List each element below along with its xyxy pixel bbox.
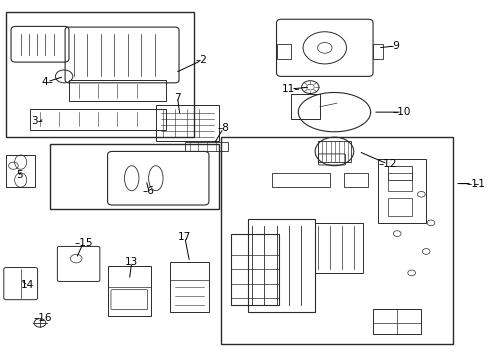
Bar [290,94,319,119]
Text: –9: –9 [388,41,400,51]
Bar [156,105,218,141]
Bar [387,198,411,216]
Bar [276,44,290,59]
Bar [247,219,314,312]
Text: 17: 17 [178,232,191,242]
Bar [372,44,382,59]
Bar [344,173,367,187]
Bar [271,173,329,187]
Bar [317,141,350,162]
Text: 13: 13 [125,257,138,267]
Text: –16: –16 [33,312,52,323]
Text: 14: 14 [21,280,35,291]
Bar [69,80,165,102]
Text: 4–: 4– [41,77,53,87]
Text: 11–: 11– [281,84,300,94]
Text: 3–: 3– [32,116,43,126]
Text: –1: –1 [472,179,484,189]
Text: 7: 7 [174,93,181,103]
Text: –6: –6 [142,186,154,196]
Bar [387,166,411,180]
Text: 5: 5 [17,170,23,180]
Bar [6,12,194,137]
Bar [387,173,411,191]
Bar [377,158,425,223]
Bar [184,143,228,152]
Text: –12: –12 [378,159,396,169]
Text: –15: –15 [74,238,93,248]
Bar [30,109,165,130]
Bar [107,266,151,316]
Bar [314,223,363,273]
Bar [372,309,421,334]
Bar [170,262,208,312]
Bar [6,155,35,187]
Text: –1: –1 [465,179,477,189]
Bar [50,144,218,208]
Text: –8: –8 [217,123,229,133]
Bar [230,234,278,305]
Bar [221,137,452,344]
Text: –10: –10 [392,107,410,117]
Text: –2: –2 [195,55,207,65]
